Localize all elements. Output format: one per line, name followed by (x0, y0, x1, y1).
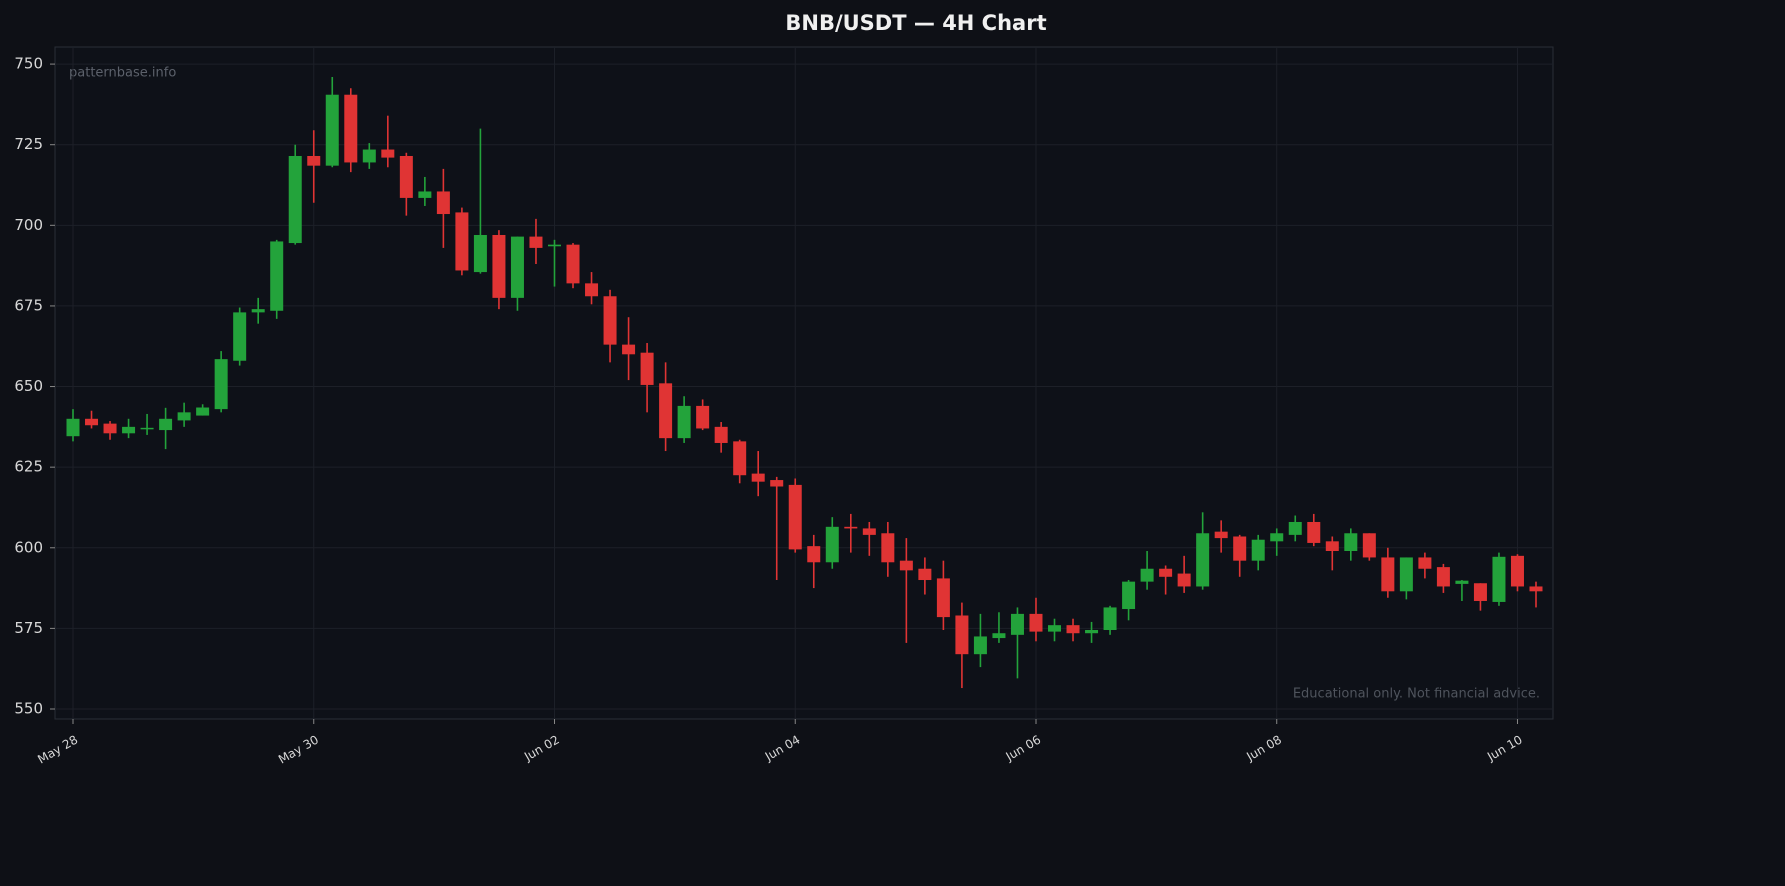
candle-body (1455, 580, 1469, 584)
candle-body (1233, 536, 1247, 561)
candle-body (622, 344, 636, 355)
candle-body (1344, 533, 1358, 551)
candle-body (1399, 557, 1413, 592)
candle-body (1270, 533, 1284, 542)
y-tick-label: 550 (14, 700, 43, 718)
candle-body (233, 312, 247, 361)
candle-body (936, 578, 950, 618)
candle-body (770, 480, 784, 487)
candle-body (1048, 625, 1062, 632)
candle-body (1085, 630, 1099, 634)
candle-body (344, 94, 358, 163)
candle-body (140, 427, 154, 430)
y-tick-label: 725 (14, 135, 43, 153)
y-tick-label: 700 (14, 216, 43, 234)
candle-body (973, 636, 987, 655)
y-tick-label: 675 (14, 296, 43, 314)
candle-body (1510, 555, 1524, 587)
candle-body (473, 234, 487, 273)
candle-body (85, 418, 99, 426)
candle-body (122, 426, 136, 434)
candle-body (1029, 613, 1043, 632)
candle-body (529, 236, 543, 248)
candle-body (288, 155, 302, 244)
candle-body (1307, 521, 1321, 543)
y-tick-label: 625 (14, 458, 43, 476)
candle-body (566, 244, 580, 284)
candle-body (1196, 533, 1210, 587)
candle-body (1122, 581, 1136, 610)
candle-body (1251, 539, 1265, 561)
candle-body (214, 359, 228, 410)
candle-body (510, 236, 524, 298)
candle-body (399, 155, 413, 198)
candle-body (585, 283, 599, 297)
candle-body (66, 418, 80, 437)
candle-body (844, 526, 858, 529)
candle-body (251, 309, 265, 313)
candle-body (362, 149, 376, 163)
candle-body (1066, 625, 1080, 634)
candle-body (1325, 541, 1339, 551)
candle-body (603, 296, 617, 345)
candle-body (547, 244, 561, 247)
candle-body (992, 633, 1006, 639)
candle-body (677, 405, 691, 439)
candle-body (196, 407, 210, 416)
y-tick-label: 600 (14, 538, 43, 556)
candle-body (1010, 613, 1024, 635)
candle-body (455, 212, 469, 271)
watermark: patternbase.info (69, 66, 176, 81)
candle-body (307, 155, 321, 166)
candle-body (1381, 557, 1395, 592)
candle-body (1362, 533, 1376, 558)
candle-body (1214, 531, 1228, 539)
candle-body (640, 352, 654, 385)
candle-body (918, 568, 932, 581)
candle-body (862, 528, 876, 535)
candle-body (1529, 586, 1543, 592)
candle-body (1288, 521, 1302, 535)
candle-body (881, 533, 895, 563)
candle-body (418, 191, 432, 198)
y-tick-label: 575 (14, 619, 43, 637)
candle-body (1177, 573, 1191, 587)
candle-body (270, 241, 284, 311)
candle-body (807, 546, 821, 563)
candle-body (955, 615, 969, 655)
candle-body (159, 418, 173, 431)
candle-body (492, 234, 506, 298)
candle-body (751, 473, 765, 482)
candle-body (436, 191, 450, 215)
plot-area (54, 46, 1554, 720)
disclaimer: Educational only. Not financial advice. (1293, 687, 1540, 702)
candle-body (1159, 568, 1173, 577)
candle-body (714, 426, 728, 443)
candle-body (325, 94, 339, 166)
candle-body (1473, 583, 1487, 601)
y-tick-label: 750 (14, 55, 43, 73)
candle-body (733, 441, 747, 476)
candle-body (1492, 556, 1506, 602)
candle-body (381, 149, 395, 158)
chart-title: BNB/USDT — 4H Chart (785, 11, 1046, 35)
candle-body (788, 484, 802, 550)
candle-body (659, 383, 673, 439)
candle-body (1103, 607, 1117, 631)
candle-body (1140, 568, 1154, 582)
candle-body (899, 560, 913, 571)
candle-body (103, 423, 117, 434)
candle-body (696, 405, 710, 429)
candle-body (825, 526, 839, 563)
candle-body (177, 412, 191, 421)
candle-body (1418, 557, 1432, 569)
candle-body (1436, 567, 1450, 587)
y-tick-label: 650 (14, 377, 43, 395)
